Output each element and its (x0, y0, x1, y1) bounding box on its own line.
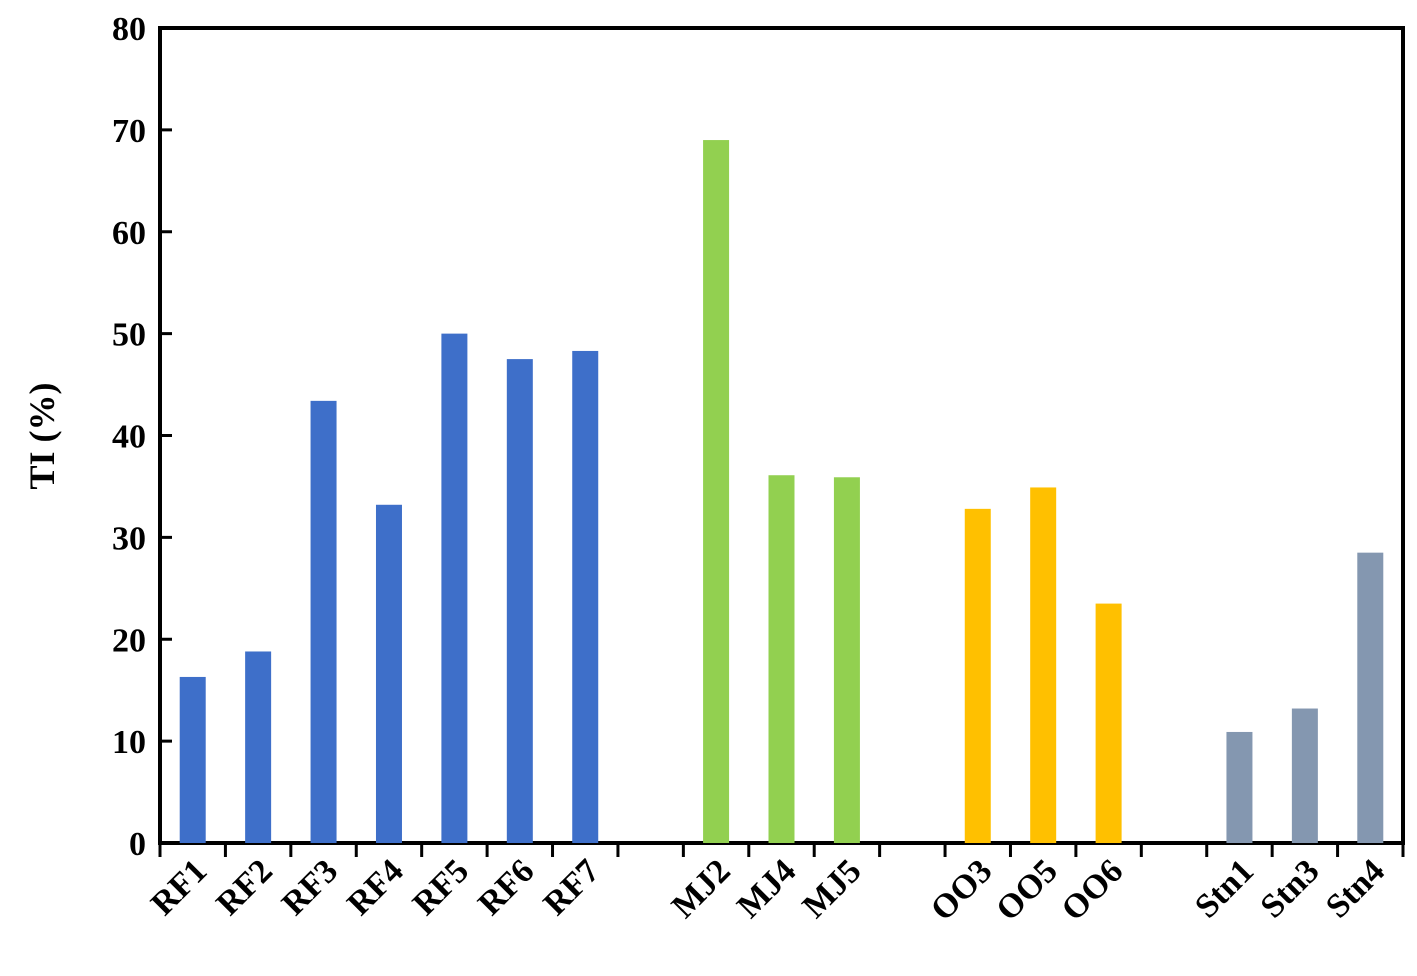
y-tick-label: 80 (112, 11, 146, 48)
x-tick-label: Stn4 (1319, 852, 1392, 925)
y-tick-label: 20 (112, 622, 146, 659)
bar-mj4 (768, 475, 795, 843)
x-tick-label: MJ4 (730, 852, 803, 925)
y-tick-label: 60 (112, 215, 146, 252)
bar-rf6 (506, 359, 533, 843)
x-tick-label: OO3 (924, 852, 1000, 928)
y-tick-label: 30 (112, 520, 146, 557)
y-tick-label: 40 (112, 419, 146, 456)
bar-stn1 (1226, 731, 1253, 843)
x-tick-label: OO5 (989, 852, 1065, 928)
bar-mj5 (833, 477, 860, 843)
x-tick-label: RF6 (471, 852, 541, 922)
bar-mj2 (703, 140, 730, 843)
bar-rf2 (245, 651, 272, 843)
bar-rf1 (179, 676, 206, 843)
x-tick-label: RF1 (144, 852, 214, 922)
x-tick-label: RF7 (537, 852, 607, 922)
bar-stn3 (1291, 708, 1318, 843)
bar-rf4 (375, 504, 402, 843)
y-tick-label: 0 (129, 826, 146, 863)
y-tick-label: 10 (112, 724, 146, 761)
bar-series (179, 140, 1384, 843)
x-tick-label: Stn3 (1254, 852, 1327, 925)
x-tick-label: RF2 (210, 852, 280, 922)
x-tick-label: Stn1 (1188, 852, 1261, 925)
y-axis-title: TI (%) (22, 383, 62, 490)
bar-rf3 (310, 400, 337, 843)
y-tick-label: 70 (112, 113, 146, 150)
bar-oo5 (1030, 487, 1057, 843)
y-tick-label: 50 (112, 317, 146, 354)
bar-oo3 (964, 508, 991, 843)
y-axis: 0 10 20 30 40 50 60 70 80 (112, 11, 172, 863)
bar-stn4 (1357, 552, 1384, 843)
x-tick-label: RF5 (406, 852, 476, 922)
bar-oo6 (1095, 603, 1122, 843)
bar-rf5 (441, 333, 468, 843)
x-tick-label: RF3 (275, 852, 345, 922)
x-tick-label: MJ5 (796, 852, 869, 925)
x-tick-label: OO6 (1055, 852, 1131, 928)
x-tick-label: RF4 (340, 852, 410, 922)
x-tick-label: MJ2 (665, 852, 738, 925)
bar-rf7 (572, 350, 599, 843)
